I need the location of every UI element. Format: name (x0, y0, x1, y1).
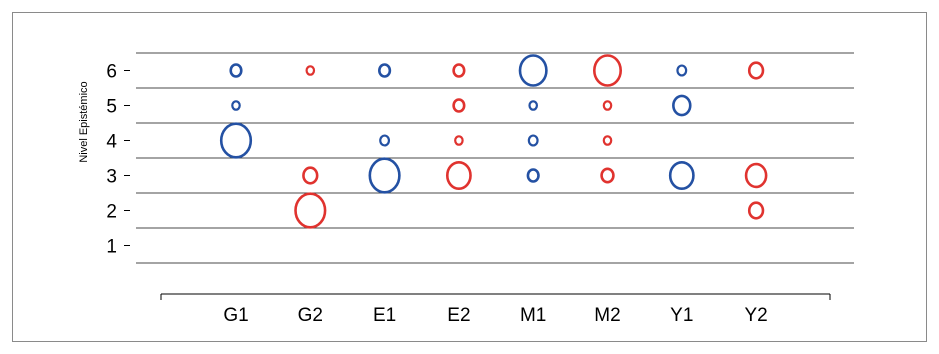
x-tick-label: Y2 (744, 305, 767, 326)
data-point (231, 100, 241, 111)
data-point (378, 63, 392, 78)
data-point (668, 161, 695, 191)
data-point (600, 167, 615, 184)
data-points (219, 54, 768, 229)
data-point (672, 94, 692, 117)
data-point (229, 63, 243, 78)
data-point (452, 98, 466, 113)
x-tick-label: E1 (373, 305, 396, 326)
y-tick-label: 5 (106, 97, 117, 118)
data-point (219, 122, 253, 159)
y-tick-label: 2 (106, 202, 117, 223)
y-tick-label: 3 (106, 167, 117, 188)
x-tick-label: M2 (594, 305, 620, 326)
y-axis-label: Nivel Epistémico (78, 81, 90, 162)
data-point (518, 54, 548, 87)
data-point (744, 162, 768, 189)
data-point (528, 100, 538, 111)
x-axis: G1 G2 E1 E2 M1 M2 Y1 Y2 (160, 293, 831, 326)
y-axis: 1 2 3 4 5 6 (106, 62, 130, 258)
data-point (527, 134, 539, 147)
x-tick-label: Y1 (670, 305, 693, 326)
data-point (676, 64, 688, 77)
data-point (368, 157, 401, 194)
data-point (602, 135, 613, 146)
data-point (602, 100, 613, 111)
data-point (592, 54, 622, 87)
y-tick-label: 4 (106, 132, 117, 153)
data-point (747, 61, 765, 80)
data-point (379, 134, 391, 147)
y-tick-label: 6 (106, 62, 117, 83)
x-tick-label: G2 (298, 305, 323, 326)
data-point (452, 63, 466, 78)
data-point (747, 201, 765, 220)
data-point (294, 192, 327, 229)
data-point (454, 135, 464, 146)
data-point (302, 166, 319, 185)
x-tick-label: G1 (223, 305, 248, 326)
x-tick-label: E2 (447, 305, 470, 326)
x-tick-label: M1 (520, 305, 546, 326)
data-point (445, 161, 472, 191)
grid-lines (136, 52, 854, 264)
data-point (526, 168, 540, 183)
data-point (305, 65, 316, 76)
y-tick-label: 1 (106, 237, 117, 258)
